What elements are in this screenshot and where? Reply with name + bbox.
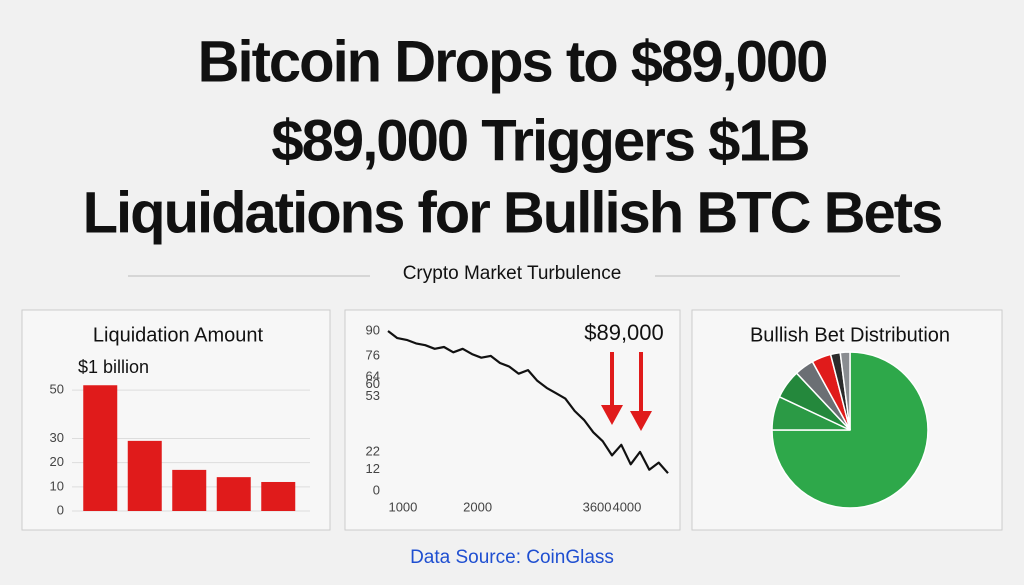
title-line: $89,000 Triggers $1B [271,108,808,173]
y-tick-label: 22 [366,443,380,458]
bar [172,469,207,511]
title-line: Liquidations for Bullish BTC Bets [83,180,942,245]
y-tick-label: 30 [50,430,64,445]
bar [261,481,296,511]
y-tick-label: 12 [366,461,380,476]
y-tick-label: 53 [366,388,380,403]
y-tick-label: 20 [50,454,64,469]
panel [344,309,681,531]
bar [216,477,251,511]
y-tick-label: 0 [57,502,64,517]
title-line: Bitcoin Drops to $89,000 [198,29,827,94]
y-tick-label: 64 [366,369,380,384]
pie-slice [839,351,851,431]
y-tick-label: 0 [373,482,380,497]
annotation: $1 billion [78,357,149,377]
annotation: $89,000 [584,320,664,345]
y-tick-label: 10 [50,478,64,493]
x-tick-label: 1000 [388,499,417,514]
price-line [387,330,669,474]
chart-title: Liquidation Amount [93,324,264,346]
x-tick-label: 3600 [583,499,612,514]
source: Data Source: CoinGlass [410,547,614,568]
subtitle: Crypto Market Turbulence [403,263,622,284]
y-tick-label: 60 [366,376,380,391]
x-tick-label: 4000 [612,499,641,514]
arrow-head [630,411,652,431]
y-tick-label: 76 [366,347,380,362]
y-tick-label: 90 [366,322,380,337]
chart-title: Bullish Bet Distribution [750,324,950,346]
x-tick-label: 2000 [463,499,492,514]
arrow-head [601,405,623,425]
bar [83,385,118,511]
pie-slice [771,351,929,509]
y-tick-label: 50 [50,382,64,397]
bar [127,440,162,511]
